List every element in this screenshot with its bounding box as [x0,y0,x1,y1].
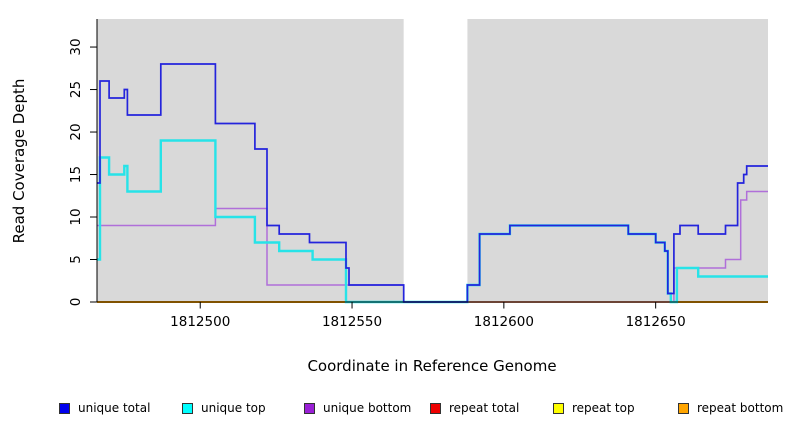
y-tick-label: 15 [68,166,84,183]
legend-label: unique total [78,401,151,415]
legend-swatch-icon [182,402,193,414]
legend-item-repeat-top: repeat top [553,399,635,417]
legend-swatch-icon [59,402,70,414]
y-tick-label: 0 [68,298,84,307]
legend-label: unique bottom [323,401,412,415]
y-tick-label: 10 [68,208,84,225]
x-axis-title: Coordinate in Reference Genome [307,357,556,375]
legend-item-unique-total: unique total [59,399,150,417]
legend-swatch-icon [430,402,441,414]
coverage-plot: 1812500 1812550 1812600 1812650 0 5 10 15 20 25 30… [10,19,768,375]
legend-swatch-icon [304,402,315,414]
y-tick-label: 20 [68,123,84,140]
y-tick-label: 5 [68,255,84,264]
y-tick-label: 30 [68,38,84,55]
legend-item-repeat-total: repeat total [430,399,519,417]
series-unique-total-line [97,63,768,303]
masked-region [403,19,468,302]
y-tick-label: 25 [68,81,84,98]
legend-label: repeat bottom [697,401,784,415]
legend-item-unique-bottom: unique bottom [304,399,411,417]
axes: 1812500 1812550 1812600 1812650 0 5 10 15 20 25 30 [68,19,768,330]
legend-swatch-icon [553,402,564,414]
legend-label: unique top [201,401,266,415]
legend-label: repeat total [449,401,520,415]
legend-item-repeat-bottom: repeat bottom [678,399,783,417]
x-tick-label: 1812600 [474,314,534,330]
x-tick-label: 1812500 [170,314,230,330]
chart-legend: unique total unique top unique bottom repea… [0,399,792,421]
x-tick-label: 1812650 [626,314,686,330]
legend-item-unique-top: unique top [182,399,266,417]
legend-label: repeat top [572,401,635,415]
x-tick-label: 1812550 [322,314,382,330]
legend-swatch-icon [678,402,689,414]
y-axis-title: Read Coverage Depth [10,79,28,244]
masked-region-band [403,19,468,302]
